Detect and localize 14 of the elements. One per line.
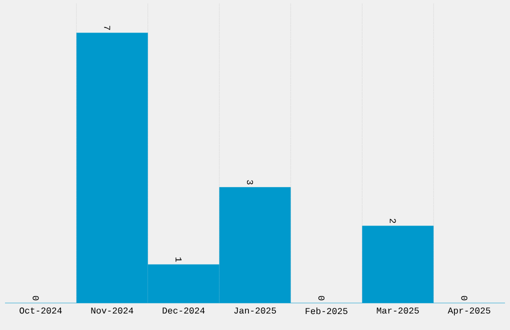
x-tick-label: Jan-2025 xyxy=(234,308,276,314)
data-label: 3 xyxy=(246,180,254,184)
data-label: 0 xyxy=(32,296,39,300)
data-label: 7 xyxy=(104,26,110,30)
x-tick-label: Nov-2024 xyxy=(91,308,134,314)
data-label: 1 xyxy=(176,257,182,262)
data-label: 0 xyxy=(318,296,324,300)
data-label: 2 xyxy=(390,218,396,223)
x-tick-label: Feb-2025 xyxy=(306,308,348,314)
x-tick-label: Apr-2025 xyxy=(448,308,490,316)
x-tick-label: Oct-2024 xyxy=(20,308,62,314)
x-tick-label: Dec-2024 xyxy=(162,308,205,314)
data-label: 0 xyxy=(461,296,468,300)
x-tick-label: Mar-2025 xyxy=(376,308,419,314)
